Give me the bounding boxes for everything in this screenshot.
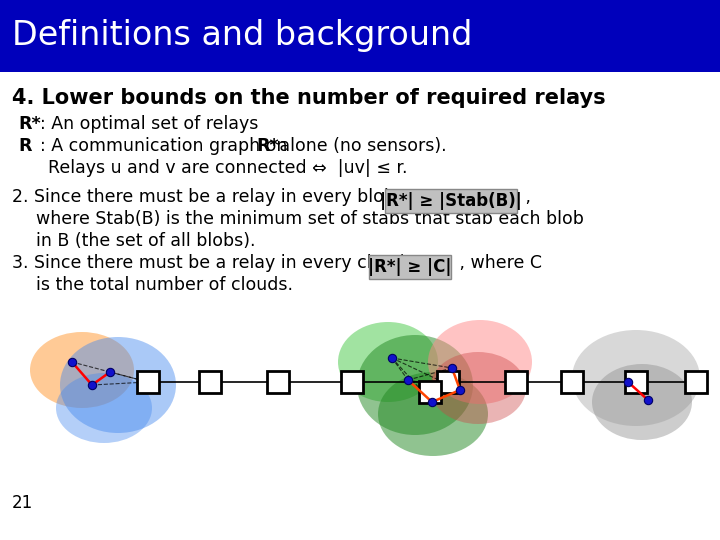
Text: ,: ,: [520, 188, 531, 206]
Ellipse shape: [338, 322, 438, 402]
Ellipse shape: [428, 320, 532, 404]
Text: Definitions and background: Definitions and background: [12, 19, 472, 52]
Ellipse shape: [378, 372, 488, 456]
Text: 2. Since there must be a relay in every blob,: 2. Since there must be a relay in every …: [12, 188, 406, 206]
Bar: [0, 0, 720, 72]
Text: R: R: [18, 137, 32, 155]
Text: is the total number of clouds.: is the total number of clouds.: [36, 276, 293, 294]
Text: R*: R*: [18, 115, 41, 133]
Bar: [419, 381, 441, 403]
Text: where Stab(B) is the minimum set of stabs that stab each blob: where Stab(B) is the minimum set of stab…: [36, 210, 584, 228]
Bar: [137, 371, 159, 393]
Text: 4. Lower bounds on the number of required relays: 4. Lower bounds on the number of require…: [12, 88, 606, 108]
Ellipse shape: [430, 352, 526, 424]
Bar: [685, 371, 707, 393]
Text: : An optimal set of relays: : An optimal set of relays: [40, 115, 258, 133]
Text: 21: 21: [12, 494, 33, 512]
Bar: [505, 371, 527, 393]
Bar: [561, 371, 583, 393]
Text: |R*| ≥ |Stab(B)|: |R*| ≥ |Stab(B)|: [380, 192, 522, 210]
Ellipse shape: [56, 373, 152, 443]
Text: , where C: , where C: [454, 254, 542, 272]
Text: : A communication graph on: : A communication graph on: [40, 137, 293, 155]
Ellipse shape: [592, 364, 692, 440]
Text: |R*| ≥ |C|: |R*| ≥ |C|: [368, 258, 451, 276]
Text: R*: R*: [256, 137, 279, 155]
Bar: [625, 371, 647, 393]
Text: alone (no sensors).: alone (no sensors).: [274, 137, 446, 155]
FancyBboxPatch shape: [385, 189, 517, 213]
Bar: [341, 371, 363, 393]
Bar: [199, 371, 221, 393]
Ellipse shape: [357, 335, 473, 435]
Bar: [437, 371, 459, 393]
Text: in B (the set of all blobs).: in B (the set of all blobs).: [36, 232, 256, 250]
Text: Relays u and v are connected ⇔  |uv| ≤ r.: Relays u and v are connected ⇔ |uv| ≤ r.: [48, 159, 408, 177]
Bar: [267, 371, 289, 393]
Ellipse shape: [60, 337, 176, 433]
Ellipse shape: [572, 330, 700, 426]
FancyBboxPatch shape: [369, 255, 451, 279]
Ellipse shape: [30, 332, 134, 408]
Text: 3. Since there must be a relay in every cloud,: 3. Since there must be a relay in every …: [12, 254, 415, 272]
